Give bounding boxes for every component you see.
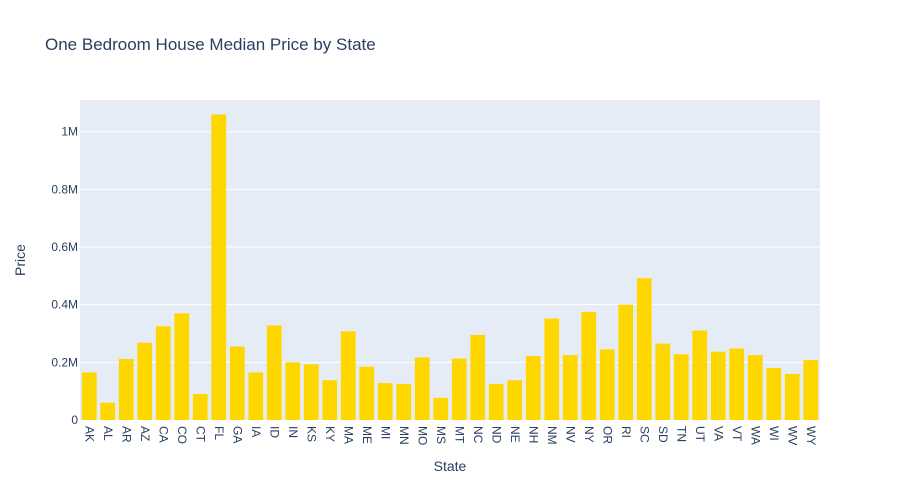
chart-title: One Bedroom House Median Price by State: [45, 35, 376, 54]
x-tick-label: IN: [286, 426, 300, 438]
x-tick-label: NM: [545, 426, 559, 445]
x-tick-label: NH: [526, 426, 540, 443]
y-tick-label: 0: [71, 413, 78, 427]
bar-ar[interactable]: [118, 358, 134, 420]
bar-sc[interactable]: [636, 278, 652, 420]
bar-sd[interactable]: [655, 343, 671, 420]
bar-nd[interactable]: [488, 383, 504, 420]
x-tick-label: MS: [434, 426, 448, 444]
x-tick-label: RI: [619, 426, 633, 438]
bar-me[interactable]: [359, 366, 375, 420]
bar-mn[interactable]: [396, 383, 412, 420]
x-tick-label: MT: [452, 426, 466, 444]
x-tick-label: KS: [304, 426, 318, 442]
bar-wi[interactable]: [766, 368, 782, 420]
x-tick-label: VT: [730, 426, 744, 442]
bar-nm[interactable]: [544, 318, 560, 420]
x-tick-label: FL: [212, 426, 226, 440]
x-tick-label: UT: [693, 426, 707, 443]
bar-ct[interactable]: [192, 394, 208, 420]
bar-ia[interactable]: [248, 372, 264, 420]
x-tick-label: NE: [508, 426, 522, 443]
y-tick-label: 0.2M: [51, 355, 78, 369]
bar-ky[interactable]: [322, 380, 338, 420]
bar-mi[interactable]: [377, 383, 393, 420]
x-tick-label: AZ: [138, 426, 152, 441]
bars: [81, 114, 819, 420]
x-tick-label: WA: [748, 426, 762, 445]
bar-ri[interactable]: [618, 304, 634, 420]
bar-nc[interactable]: [470, 334, 486, 420]
x-tick-label: CA: [156, 426, 170, 443]
bar-nv[interactable]: [562, 355, 578, 420]
x-tick-label: IA: [249, 426, 263, 437]
bar-ny[interactable]: [581, 311, 597, 420]
bar-or[interactable]: [599, 349, 615, 420]
x-tick-label: SD: [656, 426, 670, 443]
bar-va[interactable]: [710, 351, 726, 420]
y-tick-label: 0.4M: [51, 298, 78, 312]
bar-fl[interactable]: [211, 114, 227, 420]
bar-in[interactable]: [285, 362, 301, 420]
y-axis-ticks: 0 0.2M 0.4M 0.6M 0.8M 1M: [51, 125, 78, 427]
bar-al[interactable]: [100, 402, 116, 420]
x-tick-label: AK: [82, 426, 96, 442]
plot-area: [80, 100, 820, 420]
x-tick-label: NV: [563, 426, 577, 443]
bar-ak[interactable]: [81, 372, 97, 420]
bar-co[interactable]: [174, 313, 190, 420]
x-tick-label: CT: [193, 426, 207, 443]
bar-vt[interactable]: [729, 348, 745, 420]
x-tick-label: CO: [175, 426, 189, 444]
x-tick-label: VA: [711, 426, 725, 441]
x-tick-label: WV: [785, 426, 799, 445]
x-tick-label: WI: [767, 426, 781, 441]
bar-tn[interactable]: [673, 354, 689, 420]
bar-mo[interactable]: [414, 357, 430, 420]
x-tick-label: NY: [582, 426, 596, 443]
x-tick-label: TN: [674, 426, 688, 442]
bar-ga[interactable]: [229, 346, 245, 420]
x-tick-label: MI: [378, 426, 392, 439]
x-axis-title: State: [434, 458, 467, 474]
bar-az[interactable]: [137, 342, 153, 420]
bar-ne[interactable]: [507, 380, 523, 420]
bar-ut[interactable]: [692, 330, 708, 420]
y-tick-label: 0.6M: [51, 240, 78, 254]
x-tick-label: NC: [471, 426, 485, 444]
x-tick-label: WY: [804, 426, 818, 445]
x-tick-label: SC: [637, 426, 651, 443]
y-tick-label: 1M: [61, 125, 78, 139]
bar-ms[interactable]: [433, 397, 449, 420]
x-tick-label: ID: [267, 426, 281, 438]
x-tick-label: AR: [119, 426, 133, 443]
y-tick-label: 0.8M: [51, 182, 78, 196]
x-tick-label: AL: [101, 426, 115, 441]
x-tick-label: MO: [415, 426, 429, 445]
bar-nh[interactable]: [525, 356, 541, 420]
y-axis-title: Price: [12, 244, 28, 276]
x-tick-label: ND: [489, 426, 503, 444]
bar-wa[interactable]: [747, 355, 763, 420]
bar-ma[interactable]: [340, 331, 356, 420]
bar-ca[interactable]: [155, 326, 171, 420]
bar-wv[interactable]: [784, 373, 800, 420]
x-tick-label: MN: [397, 426, 411, 445]
x-tick-label: ME: [360, 426, 374, 444]
bar-mt[interactable]: [451, 358, 467, 420]
x-tick-label: MA: [341, 426, 355, 444]
bar-id[interactable]: [266, 325, 282, 420]
x-tick-label: GA: [230, 426, 244, 443]
x-tick-label: KY: [323, 426, 337, 442]
bar-ks[interactable]: [303, 364, 319, 420]
x-tick-label: OR: [600, 426, 614, 444]
x-axis-ticks: AK AL AR AZ CA CO CT FL GA IA ID IN KS KY MA ME MI MN MO MS…: [82, 426, 818, 445]
bar-wy[interactable]: [803, 360, 819, 420]
